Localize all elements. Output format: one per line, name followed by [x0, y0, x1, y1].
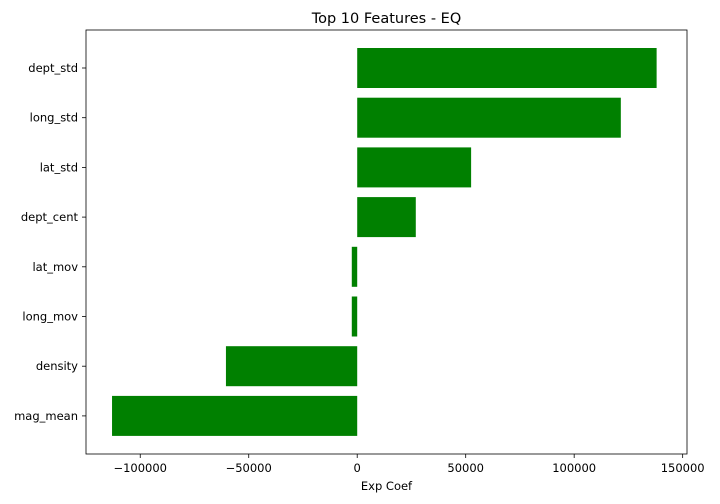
bar-lat-std	[357, 147, 472, 188]
bar-lat-mov	[351, 246, 358, 287]
y-tick-label: lat_mov	[32, 260, 78, 274]
bars-group	[112, 48, 657, 436]
chart-title: Top 10 Features - EQ	[311, 11, 462, 27]
y-tick-label: lat_std	[40, 160, 78, 174]
x-tick-label: 50000	[447, 461, 484, 475]
bar-mag-mean	[112, 395, 358, 436]
y-tick-label: density	[36, 359, 78, 373]
x-axis: −100000 −50000 0 50000 100000 150000	[113, 454, 705, 475]
x-axis-label: Exp Coef	[361, 479, 413, 493]
y-tick-label: long_mov	[22, 310, 78, 324]
bar-long-mov	[351, 296, 358, 337]
y-tick-label: long_std	[30, 111, 78, 125]
y-tick-label: dept_cent	[21, 210, 79, 224]
bar-dept-std	[357, 48, 657, 88]
x-tick-label: −50000	[226, 461, 272, 475]
plot-frame	[85, 29, 688, 455]
y-tick-label: mag_mean	[14, 409, 78, 423]
bar-long-std	[357, 97, 621, 138]
x-tick-label: 100000	[552, 461, 596, 475]
bar-dept-cent	[357, 197, 416, 238]
x-tick-label: −100000	[113, 461, 167, 475]
x-tick-label: 150000	[661, 461, 705, 475]
y-axis: dept_std long_std lat_std dept_cent lat_movl…	[14, 61, 86, 423]
bar-density	[225, 346, 358, 387]
y-tick-label: dept_std	[28, 61, 78, 75]
x-tick-label: 0	[354, 461, 361, 475]
